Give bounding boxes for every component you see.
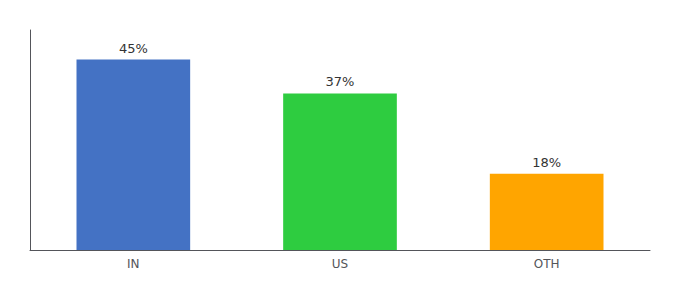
svg-text:37%: 37%	[326, 74, 355, 89]
svg-text:US: US	[332, 257, 348, 271]
svg-text:IN: IN	[127, 257, 140, 271]
svg-text:45%: 45%	[119, 41, 148, 56]
svg-text:18%: 18%	[532, 155, 561, 170]
svg-text:OTH: OTH	[534, 257, 560, 271]
